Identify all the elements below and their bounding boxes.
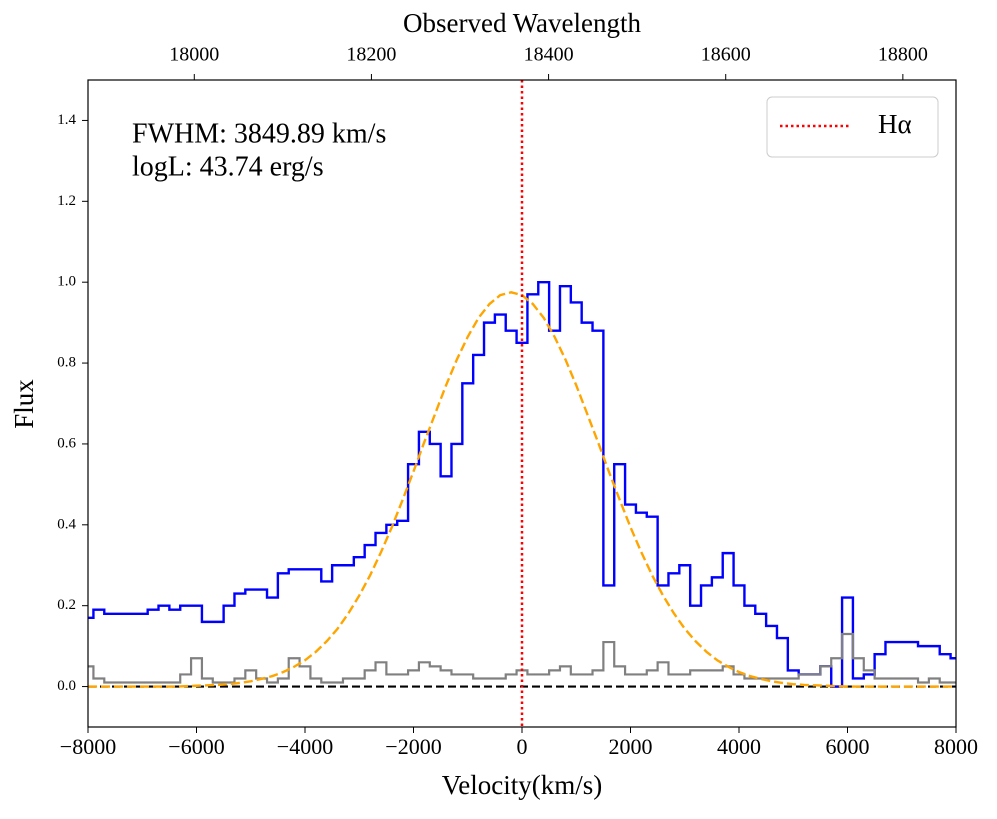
x-tick-label: 2000	[609, 734, 653, 759]
x2-tick-label: 18600	[701, 44, 751, 66]
x-axis-label: Velocity(km/s)	[442, 770, 602, 800]
y-tick-label: 1.2	[57, 193, 76, 209]
annotation: logL: 43.74 erg/s	[132, 151, 324, 182]
x2-tick-label: 18000	[169, 44, 219, 66]
y-tick-label: 0.4	[57, 516, 76, 532]
y-tick-label: 0.0	[57, 678, 76, 694]
x-tick-label: 6000	[826, 734, 870, 759]
step-line	[88, 632, 956, 684]
x-tick-label: 8000	[934, 734, 978, 759]
x2-tick-label: 18200	[346, 44, 396, 66]
x2-tick-label: 18400	[524, 44, 574, 66]
y-tick-label: 1.4	[57, 112, 76, 128]
x-tick-label: 0	[517, 734, 528, 759]
x2-tick-label: 18800	[878, 44, 928, 66]
x-tick-label: −4000	[277, 734, 333, 759]
y-tick-label: 0.6	[57, 435, 76, 451]
x-tick-label: −6000	[168, 734, 224, 759]
y-tick-label: 1.0	[57, 274, 76, 290]
plot-area	[88, 80, 956, 727]
annotation: FWHM: 3849.89 km/s	[132, 118, 386, 149]
x2-axis-label: Observed Wavelength	[403, 8, 642, 38]
y-tick-label: 0.2	[57, 597, 76, 613]
y-axis-label: Flux	[9, 379, 39, 429]
x-tick-label: 4000	[717, 734, 761, 759]
legend-box	[766, 96, 939, 158]
y-tick-label: 0.8	[57, 355, 76, 371]
x-tick-label: −2000	[385, 734, 441, 759]
x-tick-label: −8000	[60, 734, 116, 759]
legend-label: Hα	[878, 109, 912, 139]
